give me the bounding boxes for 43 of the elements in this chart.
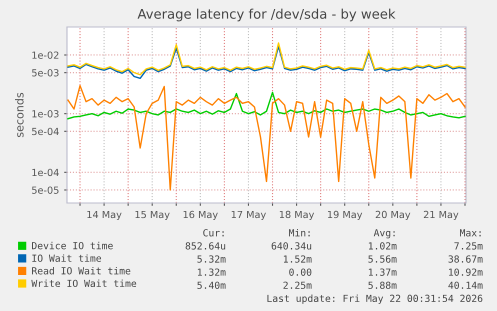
text: 40.14m bbox=[448, 282, 483, 289]
y-tick-label: 1e-02 bbox=[32, 51, 58, 59]
text: 1.02m bbox=[368, 242, 397, 250]
text: 852.64u bbox=[186, 242, 226, 250]
x-tick-label: 16 May bbox=[184, 210, 218, 220]
text: 1.32m bbox=[198, 268, 226, 276]
x-tick-label: 18 May bbox=[280, 210, 314, 220]
y-tick-label: 5e-05 bbox=[32, 186, 59, 194]
y-tick-label: 1e-04 bbox=[32, 168, 59, 176]
text: 1.37m bbox=[368, 268, 397, 276]
x-tick-label: 17 May bbox=[232, 210, 266, 220]
y-tick-label: 1e-03 bbox=[32, 110, 59, 118]
legend-label: IO Wait time bbox=[32, 254, 102, 262]
text: 5.56m bbox=[368, 255, 397, 263]
x-tick-label: 15 May bbox=[136, 210, 170, 220]
y-tick-label: 5e-03 bbox=[32, 69, 59, 76]
line-series bbox=[67, 92, 466, 120]
x-tick-label: 20 May bbox=[376, 210, 410, 220]
chart-title: Average latency for /dev/sda - by week bbox=[138, 8, 396, 22]
text: Last update: Fri May 22 00:31:54 2026 bbox=[267, 294, 482, 304]
text: 5.40m bbox=[197, 282, 226, 289]
x-tick-label: 14 May bbox=[87, 210, 122, 220]
text: 1.52m bbox=[284, 255, 312, 263]
text: 10.92m bbox=[449, 268, 483, 276]
x-tick-label: 19 May bbox=[328, 210, 362, 220]
text: 2.25m bbox=[283, 282, 312, 289]
legend-label: Device IO time bbox=[32, 242, 113, 250]
text: 5.32m bbox=[197, 255, 226, 263]
legend-label: Read IO Wait time bbox=[32, 266, 130, 274]
line-series bbox=[67, 84, 466, 191]
text: Max: bbox=[460, 229, 481, 236]
text: 640.34u bbox=[272, 242, 312, 250]
y-axis-title: seconds bbox=[15, 92, 24, 138]
text: Cur: bbox=[203, 229, 224, 236]
legend-label: Write IO Wait time bbox=[31, 280, 136, 288]
text: Avg: bbox=[374, 229, 395, 238]
text: 5.88m bbox=[368, 282, 397, 289]
text: 0.00 bbox=[289, 268, 312, 276]
text: 38.67m bbox=[448, 255, 483, 263]
y-tick-label: 5e-04 bbox=[32, 128, 59, 136]
text: 7.25m bbox=[454, 242, 483, 250]
x-tick-label: 21 May bbox=[424, 210, 458, 220]
text: Min: bbox=[288, 228, 310, 236]
